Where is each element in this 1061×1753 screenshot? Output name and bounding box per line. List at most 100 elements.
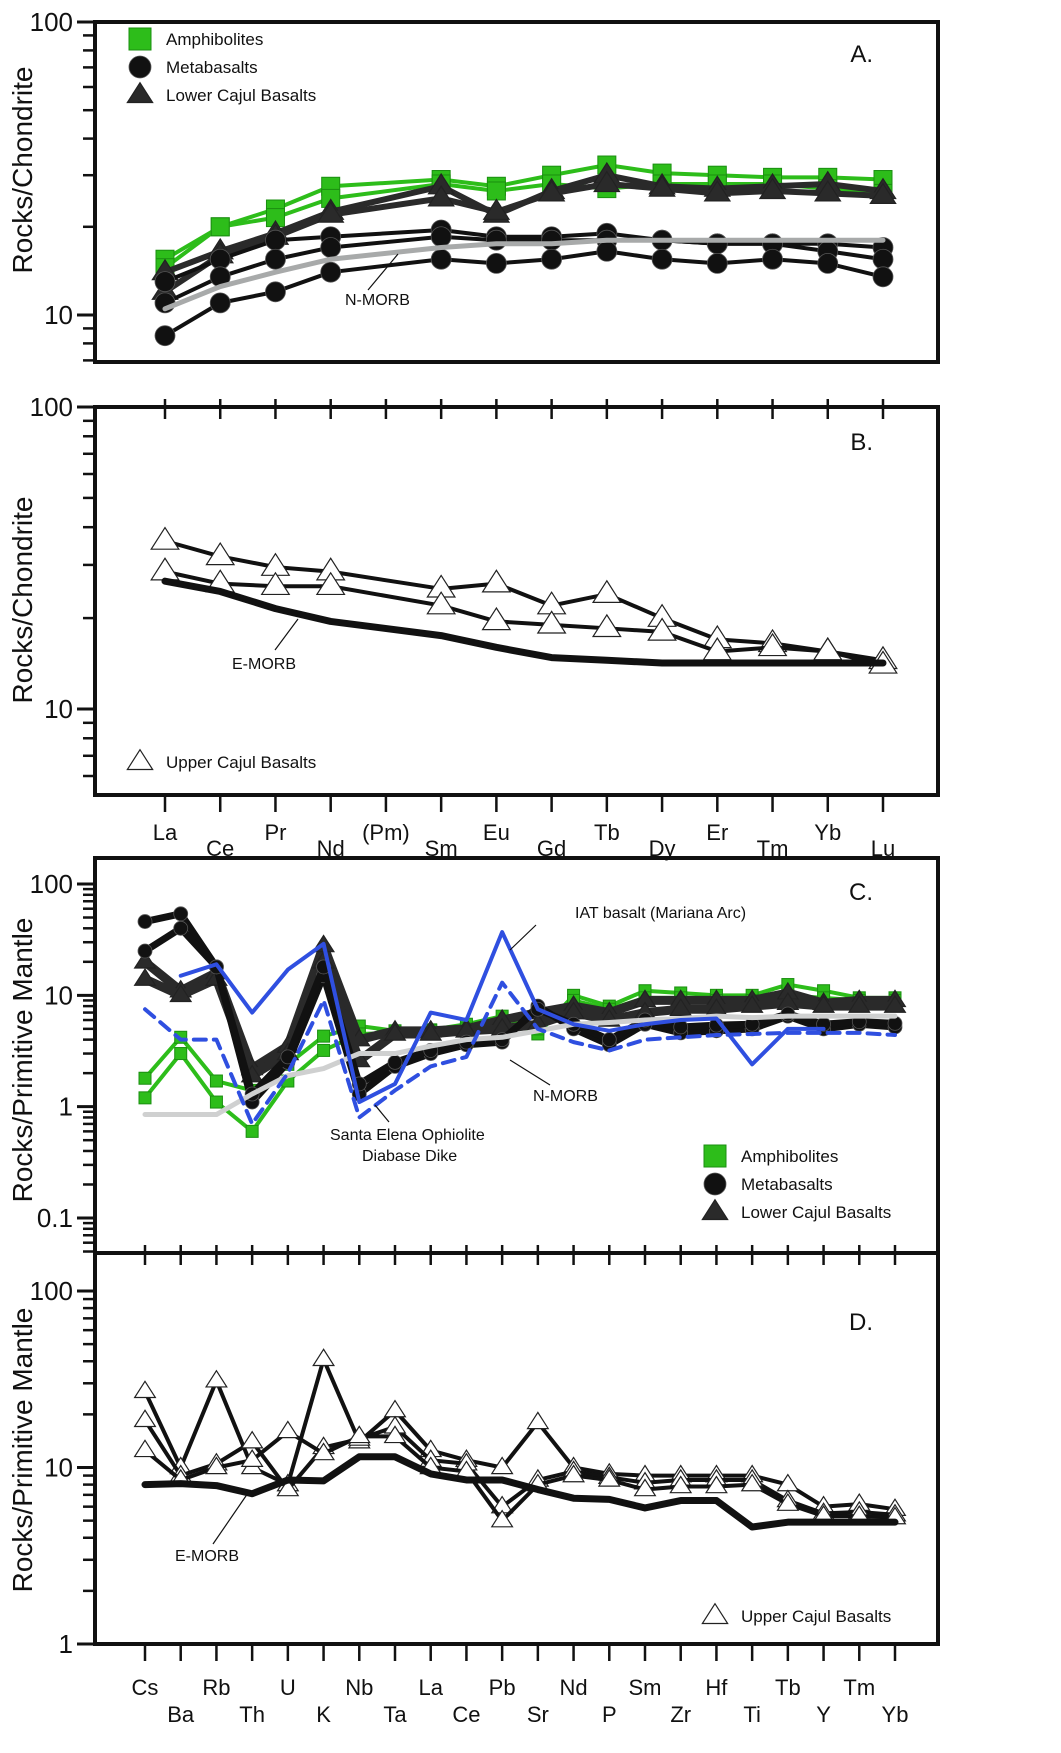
series-e-morb bbox=[161, 577, 887, 667]
y-tick-label: 10 bbox=[44, 694, 73, 724]
legend-label: Metabasalts bbox=[166, 58, 258, 77]
data-point bbox=[706, 233, 728, 255]
data-point bbox=[210, 217, 230, 237]
data-point bbox=[430, 248, 452, 270]
data-point bbox=[276, 1420, 300, 1439]
x-category-label: Tm bbox=[843, 1675, 875, 1700]
x-category-label: P bbox=[602, 1702, 617, 1727]
data-point bbox=[597, 1468, 621, 1487]
series-line bbox=[141, 1453, 899, 1531]
annotation-label: Santa Elena Ophiolite bbox=[330, 1127, 485, 1144]
legend-marker-open-triangle bbox=[126, 748, 154, 771]
legend: Upper Cajul Basalts bbox=[701, 1602, 891, 1626]
data-point bbox=[138, 1071, 152, 1085]
data-point bbox=[280, 1049, 296, 1065]
annotation-leader bbox=[509, 924, 537, 951]
x-category-label: Tb bbox=[594, 820, 620, 845]
data-point bbox=[669, 1475, 693, 1494]
data-point bbox=[245, 1124, 259, 1138]
data-point bbox=[872, 266, 894, 288]
series-line bbox=[140, 941, 900, 1074]
data-point bbox=[490, 1456, 514, 1475]
x-category-label: Er bbox=[706, 820, 728, 845]
x-category-label: Yb bbox=[882, 1702, 909, 1727]
data-point bbox=[317, 1043, 331, 1057]
data-point bbox=[209, 248, 231, 270]
data-point bbox=[419, 1022, 443, 1041]
annotation-leader bbox=[212, 1492, 249, 1545]
data-point bbox=[482, 198, 511, 220]
panel-c: 0.1 1 10 100 Rocks/Primitive Mantle C. Amphibo… bbox=[7, 856, 940, 1255]
data-point bbox=[647, 617, 677, 641]
x-category-label: Rb bbox=[202, 1675, 230, 1700]
y-axis-label: Rocks/Primitive Mantle bbox=[7, 1308, 38, 1593]
y-tick-label: 1 bbox=[59, 1629, 73, 1659]
data-point bbox=[240, 1449, 264, 1467]
x-category-label: Nd bbox=[560, 1675, 588, 1700]
data-point bbox=[137, 943, 153, 959]
data-point bbox=[633, 1478, 657, 1497]
annotation-leader bbox=[367, 253, 399, 291]
x-category-label: Zr bbox=[670, 1702, 691, 1727]
data-point bbox=[706, 253, 728, 274]
data-point bbox=[593, 170, 621, 193]
data-point bbox=[541, 248, 563, 270]
legend-label: Amphibolites bbox=[166, 30, 263, 49]
data-point bbox=[133, 1439, 157, 1458]
legend-marker-circle bbox=[128, 55, 152, 79]
x-category-label: Pb bbox=[489, 1675, 516, 1700]
legend-label: Upper Cajul Basalts bbox=[166, 753, 316, 772]
legend-label: Metabasalts bbox=[741, 1175, 833, 1194]
data-point bbox=[757, 632, 788, 657]
legend-marker-circle bbox=[703, 1172, 727, 1196]
annotation-label: IAT basalt (Mariana Arc) bbox=[575, 905, 746, 922]
x-category-label: Y bbox=[816, 1702, 831, 1727]
data-point bbox=[485, 229, 507, 251]
legend-marker-square bbox=[703, 1144, 727, 1168]
data-point bbox=[209, 1074, 223, 1088]
y-axis-label: Rocks/Chondrite bbox=[7, 497, 38, 704]
data-point bbox=[869, 182, 897, 205]
series-line bbox=[143, 1357, 897, 1512]
panel-a: 10 100 Rocks/Chondrite A. Amphibolites Metaba… bbox=[7, 7, 940, 364]
y-axis-label: Rocks/Primitive Mantle bbox=[7, 918, 38, 1203]
data-point bbox=[240, 1430, 264, 1449]
series-n-morb bbox=[142, 1013, 898, 1118]
legend-label: Amphibolites bbox=[741, 1147, 838, 1166]
x-category-label: K bbox=[316, 1702, 331, 1727]
data-point bbox=[740, 994, 764, 1013]
data-point bbox=[703, 180, 732, 202]
data-point bbox=[316, 201, 345, 223]
annotation-leader bbox=[374, 1104, 390, 1123]
x-category-label: Ba bbox=[167, 1702, 195, 1727]
data-point bbox=[758, 177, 787, 200]
data-point bbox=[315, 571, 346, 596]
x-category-label: Eu bbox=[483, 820, 510, 845]
series-line bbox=[143, 980, 897, 1126]
data-point bbox=[591, 579, 622, 603]
y-tick-label: 100 bbox=[30, 869, 73, 899]
legend-marker-square bbox=[128, 27, 152, 51]
data-point bbox=[204, 1456, 228, 1475]
annotation-label: N-MORB bbox=[533, 1088, 598, 1105]
data-point bbox=[596, 240, 618, 262]
data-point bbox=[265, 229, 286, 251]
data-point bbox=[265, 248, 286, 270]
data-point bbox=[814, 180, 842, 202]
y-tick-label: 10 bbox=[44, 980, 73, 1010]
annotation-leader bbox=[274, 618, 299, 651]
x-category-label: Sr bbox=[527, 1702, 549, 1727]
data-point bbox=[137, 914, 153, 929]
data-point bbox=[209, 1095, 223, 1109]
data-point bbox=[312, 1348, 336, 1367]
data-point bbox=[817, 253, 839, 274]
series-line bbox=[161, 577, 887, 667]
data-point bbox=[150, 557, 180, 581]
data-point bbox=[133, 1409, 157, 1428]
data-point bbox=[312, 1442, 336, 1461]
data-point bbox=[486, 181, 506, 201]
data-point bbox=[209, 292, 231, 314]
y-tick-label: 0.1 bbox=[37, 1203, 73, 1233]
data-point bbox=[481, 569, 512, 593]
data-point bbox=[601, 1032, 617, 1048]
